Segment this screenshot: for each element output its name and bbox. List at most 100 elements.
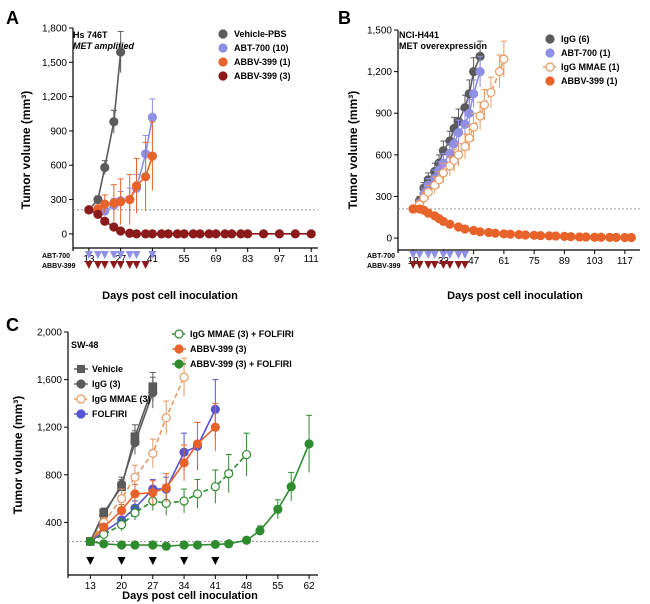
y-tick-label-c: 800 — [45, 470, 62, 481]
data-point — [147, 151, 157, 161]
y-tick-label-a: 0 — [61, 229, 67, 240]
dosing-label-a: ABBV-399 — [42, 263, 76, 270]
dosing-arrow — [141, 261, 150, 269]
legend-label: ABBV-399 (1) — [561, 76, 618, 86]
data-point — [192, 540, 203, 550]
dosing-arrow — [148, 251, 157, 259]
model-note-a: MET amplified — [73, 41, 135, 51]
data-point — [505, 229, 515, 239]
data-point — [116, 197, 126, 207]
legend-label: IgG MMAE (1) — [561, 62, 620, 72]
y-tick-label-b: 300 — [375, 192, 392, 203]
data-point — [611, 232, 621, 242]
x-tick-label-a: 13 — [83, 254, 95, 265]
data-point — [100, 162, 110, 173]
data-point — [304, 439, 314, 449]
series-a-0 — [84, 30, 126, 215]
legend-label: ABT-700 (10) — [234, 43, 289, 53]
series-a-3 — [84, 205, 316, 239]
panel-label-c: C — [6, 315, 19, 335]
dosing-arrow — [116, 261, 125, 269]
series-c-6 — [85, 414, 314, 551]
y-tick-label-a: 900 — [50, 126, 67, 137]
y-tick-label-c: 2,000 — [37, 328, 62, 339]
legend-label: IgG MMAE (3) — [92, 394, 151, 404]
dosing-arrow — [409, 251, 418, 259]
legend-marker — [174, 329, 184, 339]
plot-area-c: 400 800 1,200 1,600 2,000 13 20 27 34 41 48 55 62 — [37, 328, 318, 592]
data-point — [241, 449, 252, 460]
legend-marker — [174, 359, 184, 369]
y-tick-label-a: 1,200 — [42, 92, 67, 103]
legend-label: ABBV-399 (3) + FOLFIRI — [190, 359, 292, 369]
data-point — [109, 117, 119, 127]
x-tick-label-c: 41 — [210, 581, 222, 592]
legend-a: Vehicle-PBS ABT-700 (10) ABBV-399 (1) ABBV-… — [218, 29, 291, 81]
dosing-arrow — [430, 261, 439, 269]
series-b-2 — [408, 40, 509, 214]
legend-label: IgG (3) — [92, 379, 121, 389]
legend-item-b: ABT-700 (1) — [545, 48, 611, 58]
data-point — [192, 439, 203, 449]
y-tick-label-b: 600 — [375, 150, 392, 161]
dosing-arrow — [454, 251, 463, 259]
dosing-arrow — [100, 251, 109, 259]
legend-item-c: IgG MMAE (3) — [74, 394, 151, 404]
data-point — [469, 122, 479, 132]
data-point — [460, 119, 470, 129]
data-point — [227, 229, 237, 239]
legend-item-c: FOLFIRI — [74, 409, 127, 419]
data-point — [130, 508, 140, 518]
data-point — [116, 505, 127, 516]
x-tick-label-a: 97 — [274, 254, 286, 265]
legend-item-b: IgG MMAE (1) — [543, 62, 620, 72]
legend-item-a: ABT-700 (10) — [218, 43, 289, 53]
data-point — [210, 482, 220, 492]
data-point — [161, 541, 171, 551]
y-tick-label-a: 600 — [50, 161, 67, 172]
data-point — [566, 232, 576, 242]
data-point — [116, 520, 127, 530]
legend-marker — [545, 34, 555, 44]
dosing-arrow — [84, 261, 93, 269]
dosing-arrow — [86, 557, 95, 565]
data-point — [210, 539, 220, 550]
data-point — [130, 489, 140, 499]
dosing-arrow — [132, 261, 141, 269]
data-point — [131, 181, 142, 191]
data-point — [147, 112, 157, 122]
x-tick-label-c: 13 — [85, 581, 97, 592]
legend-item-a: ABBV-399 (1) — [218, 57, 291, 67]
data-point — [475, 67, 485, 77]
dosing-arrow — [424, 261, 433, 269]
data-point — [290, 229, 300, 239]
data-point — [148, 448, 158, 458]
legend-label: IgG MMAE (3) + FOLFIRI — [190, 329, 294, 339]
y-tick-label-a: 1,800 — [42, 24, 67, 35]
data-point — [255, 526, 265, 536]
legend-item-c: IgG (3) — [74, 379, 121, 389]
legend-marker — [218, 29, 228, 39]
legend-marker — [545, 48, 555, 58]
data-point — [596, 232, 606, 242]
legend-marker — [545, 76, 555, 86]
panel-label-b: B — [338, 8, 351, 28]
x-tick-label-c: 55 — [272, 581, 284, 592]
x-tick-label-c: 48 — [241, 581, 253, 592]
dosing-arrow — [415, 261, 424, 269]
panel-b: B NCI-H441 MET overexpression 0 300 600 900… — [338, 8, 640, 302]
legend-marker — [218, 57, 228, 67]
x-tick-label-a: 27 — [115, 254, 127, 265]
data-point — [626, 232, 636, 243]
legend-label: ABBV-399 (1) — [234, 57, 291, 67]
x-tick-label-a: 55 — [179, 254, 191, 265]
data-point — [140, 172, 151, 182]
dosing-label-a: ABT-700 — [42, 253, 70, 260]
data-point — [453, 128, 464, 138]
legend-label: Vehicle — [92, 364, 123, 374]
x-axis-label-c: Days post cell inoculation — [122, 590, 258, 602]
panel-label-a: A — [6, 8, 19, 28]
data-point — [161, 413, 171, 423]
dosing-arrow — [415, 251, 424, 259]
